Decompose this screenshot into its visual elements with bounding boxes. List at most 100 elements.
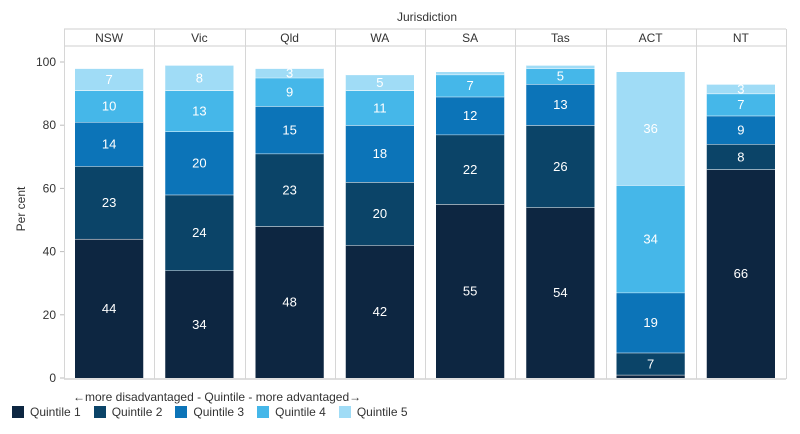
bar-segment-nsw-q1 [75,238,144,378]
bar-segment-nsw-q4 [75,90,144,123]
bar-segment-act-q2 [616,352,685,375]
y-tick-label: 0 [49,371,56,385]
legend-swatch [93,406,106,418]
data-label-wa-q5: 5 [376,75,383,90]
facet-label-wa: WA [370,31,389,45]
facet-headers: NSW Vic Qld WA SA Tas ACT NT [95,31,749,45]
bar-segment-tas-q4 [526,68,595,85]
bar-segment-qld-q4 [255,77,324,107]
data-label-qld-q1: 48 [282,295,296,310]
bar-segment-vic-q3 [165,131,234,195]
y-axis-title: Per cent [14,186,28,231]
bar-segment-sa-q3 [436,96,505,135]
bar-segment-vic-q4 [165,90,234,132]
bar-segment-act-q1 [616,374,685,378]
data-label-vic-q2: 24 [192,225,206,240]
bar-segment-vic-q1 [165,270,234,378]
legend-label: Quintile 4 [275,405,326,419]
data-label-qld-q3: 15 [282,122,296,137]
bar-segment-nt-q1 [706,169,775,378]
legend-item-quintile-4: Quintile 4 [257,405,326,419]
data-label-nt-q4: 7 [737,97,744,112]
y-axis-ticks: 0 20 40 60 80 100 [36,55,64,385]
bar-segment-sa-q4 [436,74,505,97]
data-label-sa-q4: 7 [467,78,474,93]
bar-segment-nsw-q2 [75,166,144,239]
data-label-tas-q4: 5 [557,69,564,84]
bar-segment-tas-q3 [526,84,595,126]
bar-segment-qld-q5 [255,68,324,78]
facet-grid [64,28,787,380]
bar-segment-tas-q2 [526,125,595,208]
bar-segment-tas-q5 [526,65,595,69]
legend-swatch [257,406,270,418]
data-label-vic-q4: 13 [192,103,206,118]
bar-segment-nt-q3 [706,115,775,145]
bar-segment-qld-q2 [255,153,324,227]
data-label-nt-q2: 8 [737,149,744,164]
bar-segment-act-q3 [616,292,685,353]
bar-segment-wa-q2 [345,182,414,246]
data-label-wa-q4: 11 [373,100,387,115]
facet-label-act: ACT [639,31,664,45]
y-tick-label: 40 [43,245,57,259]
data-label-qld-q4: 9 [286,85,293,100]
facet-label-sa: SA [462,31,478,45]
data-label-act-q5: 36 [643,121,657,136]
data-label-tas-q2: 26 [553,159,567,174]
data-label-sa-q3: 12 [463,108,477,123]
legend-swatch [175,406,188,418]
facet-label-vic: Vic [191,31,207,45]
data-label-vic-q3: 20 [192,156,206,171]
bar-segment-vic-q5 [165,65,234,91]
bar-segment-tas-q1 [526,207,595,378]
bar-segment-wa-q5 [345,74,414,91]
legend-label: Quintile 5 [356,405,408,419]
legend-label: Quintile 1 [30,405,81,419]
bar-segment-wa-q1 [345,245,414,378]
bar-segment-qld-q1 [255,226,324,378]
data-label-nsw-q4: 10 [102,99,116,114]
data-label-sa-q2: 22 [463,162,477,177]
bar-segment-nsw-q3 [75,122,144,167]
data-label-act-q4: 34 [643,231,657,246]
stacked-bar-chart: Jurisdiction Per cent 0 20 40 60 80 100 NSW Vi… [14,10,787,404]
segment-labels: 4423141073424201384823159342201811555221… [102,66,748,372]
data-label-qld-q5: 3 [286,66,293,81]
facet-label-nsw: NSW [95,31,124,45]
legend-item-quintile-3: Quintile 3 [175,405,244,419]
data-label-act-q2: 7 [647,356,654,371]
y-tick-label: 60 [43,181,57,195]
data-label-nsw-q2: 23 [102,195,116,210]
data-label-tas-q1: 54 [553,285,567,300]
legend-item-quintile-5: Quintile 5 [338,405,408,419]
bar-segment-nsw-q5 [75,68,144,91]
data-label-sa-q1: 55 [463,284,477,299]
facet-label-qld: Qld [280,31,299,45]
data-label-tas-q3: 13 [553,97,567,112]
bar-segment-wa-q3 [345,125,414,183]
facet-label-tas: Tas [551,31,570,45]
bar-segment-wa-q4 [345,90,414,126]
legend-label: Quintile 2 [111,405,163,419]
data-label-qld-q2: 23 [282,182,296,197]
data-label-nt-q3: 9 [737,122,744,137]
bar-segment-vic-q2 [165,194,234,271]
bar-segment-nt-q5 [706,84,775,94]
bar-segments [75,64,775,378]
data-label-wa-q2: 20 [373,206,387,221]
legend-swatch [338,406,351,418]
data-label-act-q3: 19 [643,315,657,330]
y-tick-label: 100 [36,55,56,69]
data-label-wa-q3: 18 [373,146,387,161]
y-tick-label: 20 [43,308,57,322]
data-label-nsw-q1: 44 [102,301,116,316]
quintile-direction-note: ←more disadvantaged - Quintile - more ad… [73,390,361,404]
data-label-wa-q1: 42 [373,304,387,319]
data-label-nsw-q5: 7 [106,72,113,87]
legend-item-quintile-2: Quintile 2 [93,405,163,419]
data-label-vic-q5: 8 [196,70,203,85]
bar-segment-act-q4 [616,185,685,293]
bar-segment-nt-q4 [706,93,775,116]
legend-swatch [12,406,24,418]
